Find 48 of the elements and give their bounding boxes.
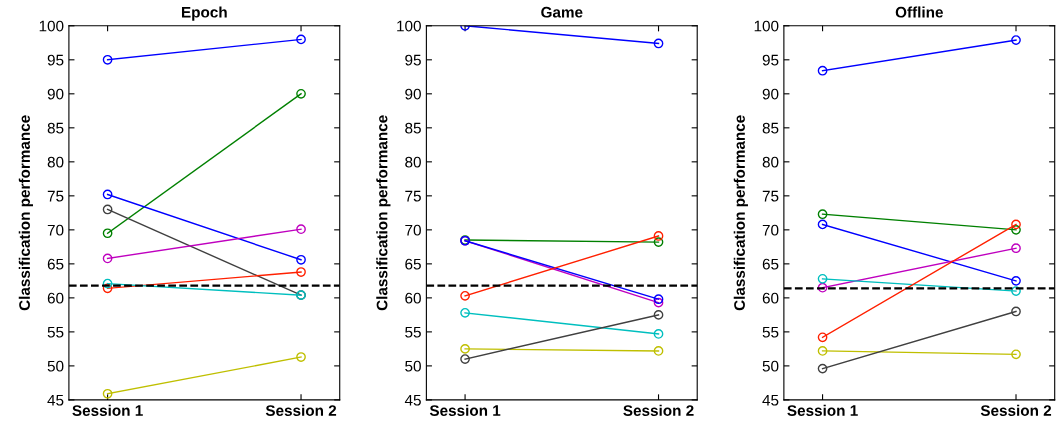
chart-title: Offline bbox=[895, 6, 943, 18]
y-tick-label: 95 bbox=[762, 54, 779, 66]
y-tick-label: 80 bbox=[47, 156, 64, 168]
y-tick-label: 90 bbox=[47, 88, 64, 100]
y-tick-label: 75 bbox=[405, 190, 421, 202]
y-tick-label: 80 bbox=[762, 156, 779, 168]
y-tick-label: 85 bbox=[762, 122, 779, 134]
y-tick-label: 80 bbox=[405, 156, 421, 168]
x-tick-label: Session 2 bbox=[980, 404, 1052, 416]
y-tick-label: 55 bbox=[762, 326, 779, 338]
y-tick-label: 85 bbox=[47, 122, 64, 134]
y-tick-label: 70 bbox=[405, 224, 421, 236]
y-tick-label: 45 bbox=[47, 394, 64, 406]
y-tick-label: 75 bbox=[762, 190, 779, 202]
y-tick-label: 50 bbox=[47, 360, 64, 372]
y-tick-label: 100 bbox=[754, 20, 779, 32]
x-tick-label: Session 1 bbox=[72, 404, 143, 416]
y-tick-label: 65 bbox=[405, 258, 421, 270]
x-tick-label: Session 2 bbox=[623, 404, 694, 416]
chart-title: Game bbox=[541, 6, 583, 18]
y-tick-label: 45 bbox=[762, 394, 779, 406]
y-tick-label: 45 bbox=[404, 394, 421, 406]
y-tick-label: 85 bbox=[405, 122, 421, 134]
y-tick-label: 55 bbox=[47, 326, 64, 338]
y-tick-label: 75 bbox=[47, 190, 64, 202]
y-tick-label: 65 bbox=[762, 258, 779, 270]
y-axis-title: Classification performance bbox=[376, 115, 391, 311]
y-tick-label: 60 bbox=[47, 292, 64, 304]
y-tick-label: 60 bbox=[405, 292, 421, 304]
y-tick-label: 90 bbox=[405, 88, 421, 100]
y-tick-label: 65 bbox=[47, 258, 64, 270]
y-tick-label: 50 bbox=[405, 360, 421, 372]
y-tick-label: 70 bbox=[47, 224, 64, 236]
x-tick-label: Session 1 bbox=[787, 404, 858, 416]
y-axis-title: Classification performance bbox=[733, 115, 748, 311]
y-tick-label: 100 bbox=[397, 20, 421, 32]
x-tick-label: Session 1 bbox=[429, 404, 501, 416]
y-tick-label: 55 bbox=[405, 326, 421, 338]
y-tick-label: 50 bbox=[762, 360, 779, 372]
chart-title: Epoch bbox=[181, 6, 227, 21]
y-axis-title: Classification performance bbox=[18, 115, 33, 311]
y-tick-label: 100 bbox=[39, 20, 64, 32]
y-tick-label: 60 bbox=[762, 292, 779, 304]
y-tick-label: 70 bbox=[762, 224, 779, 236]
x-tick-label: Session 2 bbox=[265, 404, 337, 416]
y-tick-label: 95 bbox=[405, 54, 421, 66]
y-tick-label: 90 bbox=[762, 88, 779, 100]
y-tick-label: 95 bbox=[47, 54, 64, 66]
